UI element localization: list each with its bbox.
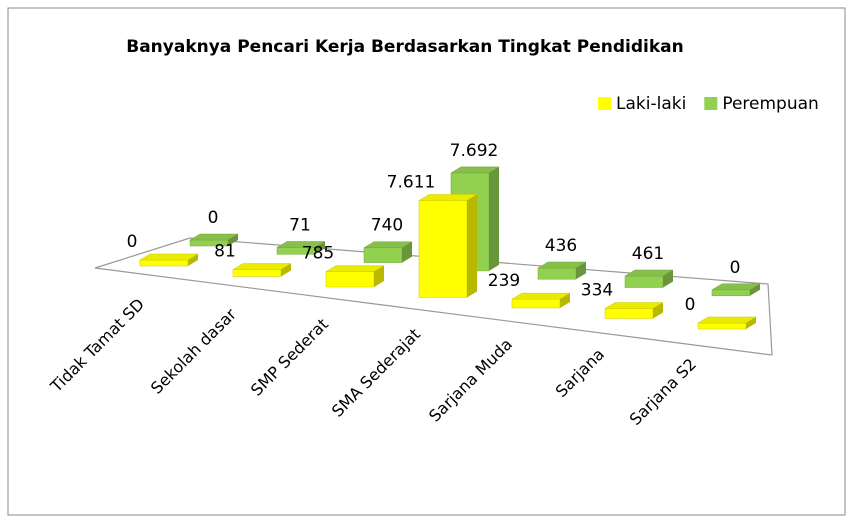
bar-side — [746, 317, 756, 329]
data-label: 239 — [488, 271, 520, 291]
data-label: 7.692 — [450, 141, 499, 161]
bar — [232, 263, 292, 277]
bar-side — [374, 265, 384, 287]
bar-side — [653, 302, 663, 319]
bar — [418, 194, 478, 298]
data-label: 436 — [545, 236, 577, 256]
bar-front — [537, 267, 577, 280]
data-label: 71 — [289, 215, 311, 235]
bar — [711, 283, 761, 297]
bar-top — [604, 302, 664, 309]
bar-front — [418, 200, 468, 298]
bar — [537, 261, 587, 280]
legend-label: Perempuan — [722, 94, 819, 114]
bar-side — [188, 254, 198, 266]
bar-top — [139, 253, 199, 261]
bar-side — [489, 166, 499, 271]
data-label: 0 — [685, 295, 696, 315]
data-label: 81 — [214, 242, 236, 262]
data-label: 785 — [302, 244, 334, 264]
chart-title: Banyaknya Pencari Kerja Berdasarkan Ting… — [126, 37, 684, 57]
bar-side — [467, 194, 477, 298]
bar-side — [402, 241, 412, 263]
bar-top — [511, 292, 571, 300]
bar-front — [697, 322, 747, 330]
bar-side — [576, 261, 586, 280]
bar-side — [663, 269, 673, 288]
bar — [697, 316, 757, 330]
bar-front — [604, 308, 654, 319]
bar-top — [418, 194, 478, 201]
data-label: 740 — [371, 216, 403, 236]
data-label: 334 — [581, 281, 613, 301]
data-label: 7.611 — [387, 172, 436, 192]
bar-side — [228, 234, 238, 246]
bar-side — [560, 293, 570, 308]
bar-top — [325, 265, 385, 272]
bar-top — [697, 316, 757, 324]
legend-swatch — [598, 97, 611, 110]
bar-front — [232, 269, 282, 277]
bar — [325, 265, 385, 288]
bar — [139, 253, 199, 267]
bar-top — [232, 263, 292, 270]
bar-front — [624, 275, 664, 288]
bar-front — [139, 259, 189, 267]
bar-side — [281, 263, 291, 277]
data-label: 0 — [730, 258, 741, 278]
legend-label: Laki-laki — [616, 94, 686, 114]
bar — [189, 233, 239, 247]
bar-front — [363, 247, 403, 263]
bar-front — [711, 289, 751, 297]
bar-front — [325, 271, 375, 288]
floor — [94, 237, 773, 356]
bar — [604, 302, 664, 319]
data-label: 0 — [208, 208, 219, 228]
bar — [276, 241, 326, 255]
bar — [624, 269, 674, 288]
data-label: 0 — [127, 232, 138, 252]
bar-side — [315, 241, 325, 255]
legend-swatch — [704, 97, 718, 110]
bar — [511, 292, 571, 309]
bar-side — [750, 283, 760, 296]
data-label: 461 — [632, 244, 664, 264]
bar — [363, 241, 413, 263]
bar-front — [511, 298, 561, 309]
